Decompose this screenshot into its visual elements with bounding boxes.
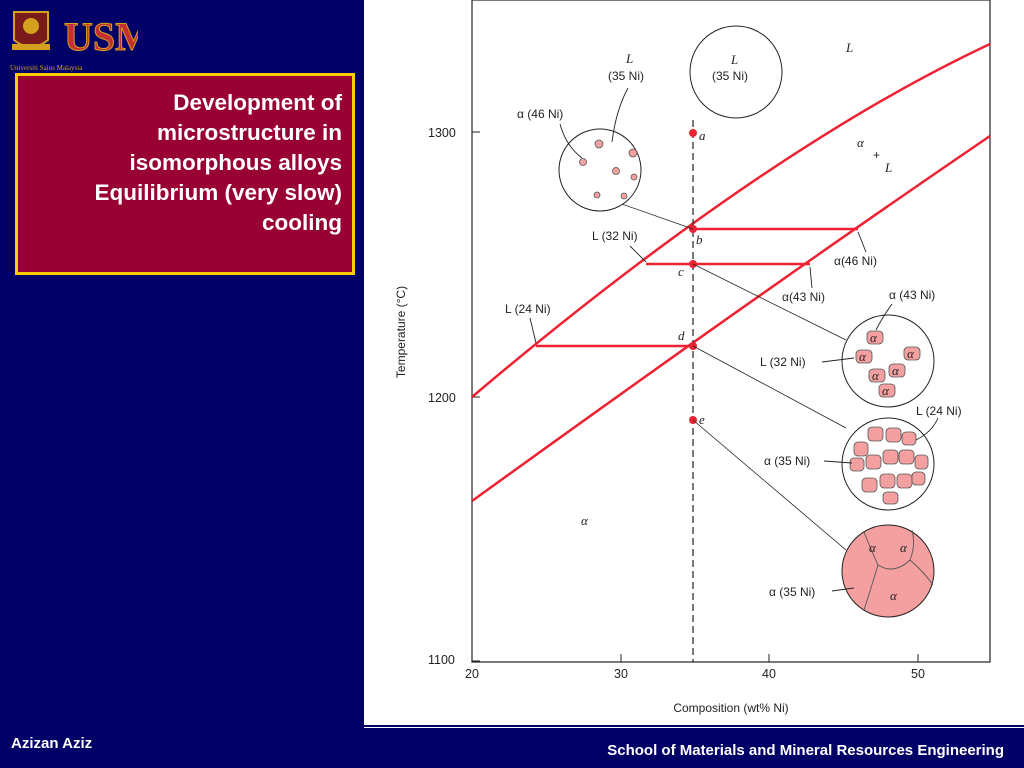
svg-text:α: α (870, 330, 878, 345)
y-tick-1100: 1100 (428, 653, 455, 667)
label-L-32-left: L (32 Ni) (592, 229, 638, 243)
author-name: Azizan Aziz (11, 735, 93, 752)
region-liquid: L (845, 40, 853, 55)
x-tick-40: 40 (762, 667, 776, 681)
plot-frame (471, 0, 991, 663)
label-alpha-43-circle: α (43 Ni) (889, 288, 935, 302)
svg-text:α: α (892, 363, 900, 378)
svg-text:α: α (907, 346, 915, 361)
circle-e-grain-boundaries (863, 529, 934, 611)
point-c: c (678, 264, 684, 279)
svg-text:α: α (869, 540, 877, 555)
region-two-phase-plus: + (873, 148, 880, 162)
arrow-L-24-circle (915, 417, 939, 441)
x-tick-30: 30 (614, 667, 628, 681)
liquidus-line (471, 42, 991, 398)
title-box: Development of microstructure in isomorp… (15, 73, 355, 275)
circle-c-grains (855, 330, 921, 398)
x-tick-50: 50 (911, 667, 925, 681)
micro-circle-e (841, 524, 935, 618)
arrow-alpha-43-right (809, 266, 813, 289)
circle-a-L: L (730, 52, 738, 67)
svg-text:α: α (900, 540, 908, 555)
svg-text:α: α (872, 368, 880, 383)
label-L-35-b-comp: (35 Ni) (608, 69, 644, 83)
label-L-32-circle: L (32 Ni) (760, 355, 806, 369)
arrow-L-32-circle (821, 357, 855, 363)
circle-e-labels: α α α (869, 540, 908, 603)
y-tick-1300: 1300 (428, 126, 456, 140)
x-axis (620, 654, 919, 662)
x-tick-20: 20 (465, 667, 479, 681)
label-L-24-left: L (24 Ni) (505, 302, 551, 316)
arrow-alpha-35-e (831, 587, 855, 592)
arrow-alpha-46-right (857, 231, 867, 253)
circle-b-crystals (579, 139, 638, 200)
arrow-L-24-left (529, 317, 537, 344)
logo-text: USM (64, 14, 138, 59)
label-alpha-43-right: α(43 Ni) (782, 290, 825, 304)
x-axis-label: Composition (wt% Ni) (673, 701, 788, 715)
solidus-line (471, 134, 991, 503)
arrow-alpha-35-d (823, 460, 853, 464)
footer-divider (364, 727, 1024, 728)
region-two-phase-L: L (884, 160, 892, 175)
micro-circle-c (841, 314, 935, 408)
point-a: a (699, 128, 706, 143)
y-axis-label: Temperature (°C) (394, 286, 408, 378)
arrow-L-b (611, 87, 629, 143)
slide-title: Development of microstructure in isomorp… (94, 90, 342, 235)
circle-a-comp: (35 Ni) (712, 69, 748, 83)
logo-subtext: Universiti Sains Malaysia (10, 64, 83, 72)
region-two-phase-alpha: α (857, 135, 865, 150)
footer-school: School of Materials and Mineral Resource… (607, 742, 1004, 759)
circle-d-grains (849, 426, 929, 505)
arrow-alpha-43-circle (875, 303, 893, 331)
svg-text:α: α (859, 349, 867, 364)
arrow-alpha-46-left (559, 123, 583, 159)
svg-text:α: α (890, 588, 898, 603)
label-alpha-46-left: α (46 Ni) (517, 107, 563, 121)
svg-text:α: α (882, 383, 890, 398)
phase-diagram-figure: 1300 1200 1100 Temperature (°C) 20 30 40… (364, 0, 1024, 725)
usm-logo: USM Universiti Sains Malaysia (10, 11, 138, 72)
label-L-35-b: L (625, 51, 633, 66)
label-alpha-35-e: α (35 Ni) (769, 585, 815, 599)
phase-diagram: 1300 1200 1100 Temperature (°C) 20 30 40… (394, 0, 991, 715)
connector-lines (598, 195, 847, 551)
circle-c-labels: α α α α α α (859, 330, 915, 398)
region-solid: α (581, 513, 589, 528)
point-e: e (699, 412, 705, 427)
point-d: d (678, 328, 685, 343)
point-b: b (696, 232, 703, 247)
crest-icon (12, 11, 50, 50)
y-tick-1200: 1200 (428, 391, 456, 405)
tie-lines (536, 227, 858, 348)
micro-circle-b (558, 128, 642, 212)
micro-circle-a (689, 25, 783, 119)
label-alpha-35-d: α (35 Ni) (764, 454, 810, 468)
label-alpha-46-right: α(46 Ni) (834, 254, 877, 268)
arrow-L-32-left (629, 245, 647, 263)
label-L-24-circle: L (24 Ni) (916, 404, 962, 418)
